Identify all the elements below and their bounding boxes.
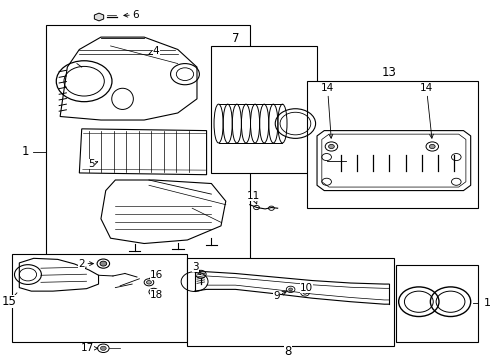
Bar — [187, 258, 394, 346]
Text: 5: 5 — [88, 159, 98, 169]
Text: 11: 11 — [247, 191, 260, 204]
Text: 14: 14 — [420, 83, 433, 138]
Text: 3: 3 — [192, 262, 200, 275]
Circle shape — [100, 261, 107, 266]
Circle shape — [147, 280, 151, 284]
Text: 17: 17 — [81, 343, 98, 353]
Text: 18: 18 — [150, 289, 163, 300]
Text: 4: 4 — [149, 46, 159, 56]
Text: 16: 16 — [149, 270, 163, 280]
Circle shape — [151, 290, 156, 294]
Text: 8: 8 — [285, 345, 292, 357]
Text: 15: 15 — [1, 295, 16, 308]
Circle shape — [303, 292, 307, 294]
Text: 12: 12 — [484, 298, 490, 309]
Text: 1: 1 — [22, 145, 29, 158]
Bar — [12, 254, 187, 342]
Text: 6: 6 — [124, 10, 139, 20]
Text: 7: 7 — [232, 32, 239, 45]
Bar — [211, 46, 317, 173]
Text: 10: 10 — [300, 283, 313, 293]
Circle shape — [100, 346, 106, 350]
Circle shape — [429, 144, 435, 149]
Polygon shape — [95, 13, 104, 21]
Circle shape — [289, 288, 293, 291]
Bar — [46, 25, 250, 270]
Text: 13: 13 — [382, 66, 396, 79]
Text: 14: 14 — [321, 83, 334, 138]
Circle shape — [329, 144, 334, 149]
Bar — [307, 81, 478, 208]
Text: 2: 2 — [78, 258, 94, 269]
Bar — [396, 265, 478, 342]
Text: 9: 9 — [273, 292, 286, 301]
